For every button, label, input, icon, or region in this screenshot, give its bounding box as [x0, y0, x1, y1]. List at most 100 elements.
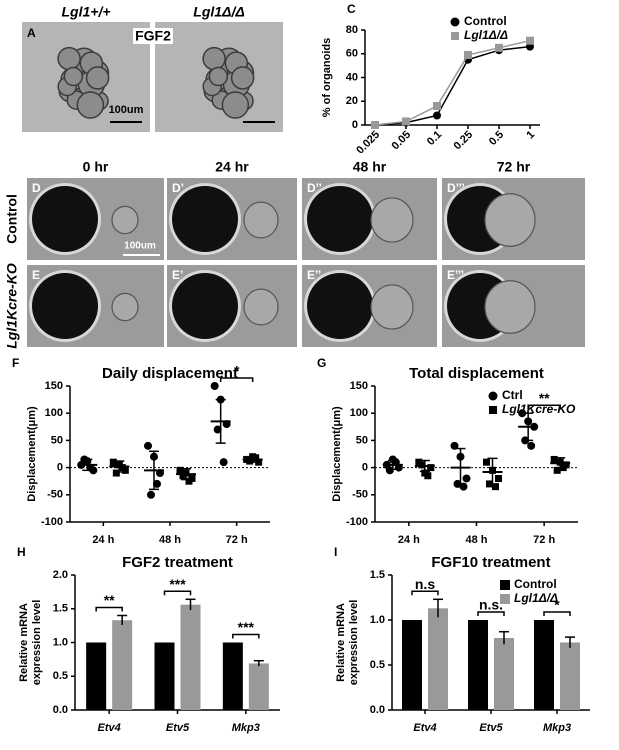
x-tick-label: Etv4: [98, 722, 121, 734]
marker: [118, 464, 126, 472]
legend-marker: [488, 391, 498, 401]
bar: [248, 663, 269, 710]
significance-bracket: [219, 377, 254, 382]
x-tick-label: 72 h: [533, 534, 555, 546]
organoid: [243, 288, 279, 326]
frame-letter: D’: [172, 181, 184, 195]
marker: [495, 43, 503, 52]
y-tick-label: 0: [352, 119, 358, 131]
marker: [109, 458, 117, 466]
y-axis-label: Relative mRNA: [335, 603, 347, 682]
marker: [402, 117, 410, 126]
bar: [494, 638, 514, 710]
time-label: 72 hr: [497, 159, 531, 175]
series-line: [374, 45, 531, 126]
legend-label: Control: [464, 14, 507, 28]
y-tick-label: 1.0: [53, 636, 68, 648]
organoid-cell: [208, 66, 229, 87]
marker: [144, 441, 152, 450]
bead: [32, 186, 98, 252]
significance-bracket: [477, 611, 505, 616]
y-tick-label: 50: [51, 434, 63, 446]
bead: [172, 186, 238, 252]
panel-letter: H: [17, 545, 26, 559]
organoid-cell: [221, 91, 250, 119]
significance-label: ***: [238, 619, 255, 635]
marker: [424, 472, 432, 480]
bead: [307, 186, 373, 252]
marker: [385, 466, 394, 475]
marker: [464, 50, 472, 59]
marker: [486, 480, 493, 488]
frame-letter: E’’: [307, 268, 321, 282]
organoid-cell: [85, 66, 110, 90]
frame-letter: D’’’: [447, 181, 465, 195]
significance-label: **: [104, 592, 115, 608]
time-label: 24 hr: [215, 159, 249, 175]
marker: [418, 461, 426, 469]
panel-letter: C: [347, 2, 356, 16]
organoid: [484, 280, 536, 334]
bar: [428, 608, 448, 710]
x-tick-label: 72 h: [226, 534, 248, 546]
y-tick-label: 150: [45, 380, 63, 392]
x-tick-label: 24 h: [92, 534, 114, 546]
scale-label: 100um: [124, 241, 156, 252]
y-tick-label: 1.5: [370, 569, 385, 581]
marker: [427, 464, 435, 472]
y-tick-label: 0.5: [370, 659, 385, 671]
marker: [185, 477, 193, 485]
marker: [559, 464, 567, 472]
organoid-cell: [202, 46, 226, 71]
y-tick-label: 0.0: [53, 704, 68, 716]
panel-letter: I: [334, 545, 337, 559]
panel-letter: F: [12, 356, 19, 370]
y-tick-label: 2.0: [53, 569, 68, 581]
significance-label: *: [234, 363, 240, 379]
y-tick-label: 60: [346, 48, 358, 60]
x-tick-label: Mkp3: [232, 722, 260, 734]
marker: [553, 466, 561, 474]
significance-label: **: [539, 390, 550, 406]
y-axis-label: Displacement(μm): [331, 406, 343, 502]
organoid: [111, 292, 139, 322]
x-tick-label: 24 h: [398, 534, 420, 546]
organoid: [370, 284, 414, 330]
significance-bracket: [527, 404, 561, 410]
time-label: 48 hr: [353, 159, 387, 175]
chart-title: FGF2 treatment: [122, 554, 233, 571]
organoid-cell: [57, 46, 81, 71]
bar: [402, 620, 422, 710]
panel-letter: A: [27, 26, 36, 40]
legend-label: Ctrl: [502, 388, 523, 402]
y-tick-label: 80: [346, 24, 358, 36]
x-tick-label: Mkp3: [543, 722, 571, 734]
y-axis-label: expression level: [348, 600, 360, 686]
marker: [246, 457, 254, 465]
legend-swatch: [500, 594, 510, 604]
x-tick-label: Etv4: [413, 722, 436, 734]
frame-letter: E: [32, 268, 40, 282]
marker: [219, 458, 228, 467]
y-tick-label: 40: [346, 71, 358, 83]
bar: [222, 642, 243, 710]
legend-marker: [489, 406, 497, 414]
genotype-label: Lgl1+/+: [61, 4, 110, 20]
x-tick-label: 48 h: [465, 534, 487, 546]
y-tick-label: -100: [346, 516, 368, 528]
significance-bracket: [411, 590, 439, 596]
organoid: [484, 193, 536, 247]
x-tick-label: 1: [524, 129, 537, 142]
marker: [527, 441, 536, 450]
bead: [32, 273, 98, 339]
x-tick-label: 0.1: [425, 129, 444, 148]
bead: [172, 273, 238, 339]
y-tick-label: 1.0: [370, 614, 385, 626]
marker: [492, 483, 499, 491]
bar: [154, 642, 175, 710]
marker: [255, 458, 263, 466]
marker: [112, 469, 120, 477]
bar: [534, 620, 554, 710]
frame-letter: E’: [172, 268, 183, 282]
bar: [180, 604, 201, 710]
